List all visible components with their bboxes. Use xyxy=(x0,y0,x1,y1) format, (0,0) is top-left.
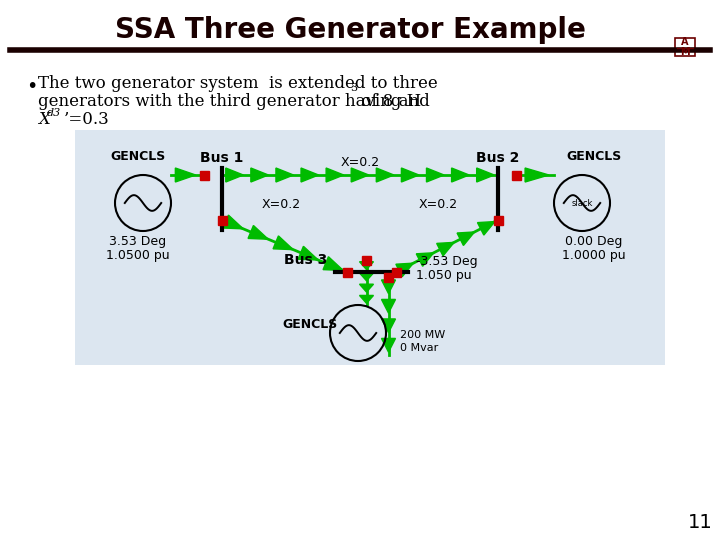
Polygon shape xyxy=(426,168,444,182)
Polygon shape xyxy=(301,168,319,182)
Text: 1.0500 pu: 1.0500 pu xyxy=(106,248,170,261)
Polygon shape xyxy=(382,299,395,313)
Bar xyxy=(511,171,521,179)
Text: slack: slack xyxy=(571,199,593,207)
Text: •: • xyxy=(26,77,37,96)
Polygon shape xyxy=(437,242,454,256)
Text: A: A xyxy=(681,37,689,47)
Polygon shape xyxy=(377,168,394,182)
Bar xyxy=(493,215,503,225)
Polygon shape xyxy=(451,168,469,182)
Text: X=0.2: X=0.2 xyxy=(262,199,301,212)
Polygon shape xyxy=(416,253,433,266)
Text: GENCLS: GENCLS xyxy=(567,151,621,164)
Text: X=0.2: X=0.2 xyxy=(341,156,379,168)
Polygon shape xyxy=(396,263,413,276)
Polygon shape xyxy=(359,262,374,269)
Text: generators with the third generator having H: generators with the third generator havi… xyxy=(38,93,421,110)
Text: SSA Three Generator Example: SSA Three Generator Example xyxy=(114,16,585,44)
Text: The two generator system  is extended to three: The two generator system is extended to … xyxy=(38,75,438,92)
Text: ’=0.3: ’=0.3 xyxy=(64,111,109,128)
Polygon shape xyxy=(382,280,395,294)
Text: M: M xyxy=(680,47,690,57)
Text: -3.53 Deg: -3.53 Deg xyxy=(416,255,477,268)
Text: 3: 3 xyxy=(350,83,357,93)
Text: 1.0000 pu: 1.0000 pu xyxy=(562,248,626,261)
Polygon shape xyxy=(326,168,343,182)
Text: Bus 3: Bus 3 xyxy=(284,253,327,267)
Polygon shape xyxy=(359,295,374,303)
Text: Bus 1: Bus 1 xyxy=(200,151,243,165)
Text: 3.53 Deg: 3.53 Deg xyxy=(109,235,166,248)
Polygon shape xyxy=(248,226,269,239)
Text: d3: d3 xyxy=(47,108,61,118)
Polygon shape xyxy=(359,284,374,292)
Bar xyxy=(343,267,351,276)
Polygon shape xyxy=(382,339,395,352)
Polygon shape xyxy=(176,168,196,182)
Text: 1.050 pu: 1.050 pu xyxy=(416,268,472,281)
Polygon shape xyxy=(457,232,474,246)
Text: 0.00 Deg: 0.00 Deg xyxy=(565,235,623,248)
Text: X: X xyxy=(38,111,50,128)
Text: Bus 2: Bus 2 xyxy=(477,151,520,165)
Text: X=0.2: X=0.2 xyxy=(419,199,458,212)
Polygon shape xyxy=(273,236,293,249)
Polygon shape xyxy=(351,168,369,182)
Polygon shape xyxy=(323,256,343,271)
Polygon shape xyxy=(226,168,243,182)
Bar xyxy=(384,273,393,281)
Text: GENCLS: GENCLS xyxy=(110,151,166,164)
Polygon shape xyxy=(298,246,318,260)
Polygon shape xyxy=(382,319,395,333)
Polygon shape xyxy=(276,168,294,182)
Text: 200 MW: 200 MW xyxy=(400,330,446,340)
Polygon shape xyxy=(359,273,374,281)
Bar xyxy=(362,255,371,265)
Bar xyxy=(392,267,400,276)
Bar xyxy=(217,215,227,225)
Polygon shape xyxy=(223,215,243,229)
Bar xyxy=(199,171,209,179)
Polygon shape xyxy=(477,168,494,182)
Polygon shape xyxy=(525,168,549,182)
Polygon shape xyxy=(477,221,495,235)
Bar xyxy=(75,130,665,365)
Polygon shape xyxy=(251,168,269,182)
Text: 0 Mvar: 0 Mvar xyxy=(400,343,438,353)
Text: of 8 and: of 8 and xyxy=(356,93,430,110)
Polygon shape xyxy=(402,168,419,182)
Bar xyxy=(675,38,695,56)
Text: 11: 11 xyxy=(688,512,712,531)
Text: GENCLS: GENCLS xyxy=(282,319,338,332)
